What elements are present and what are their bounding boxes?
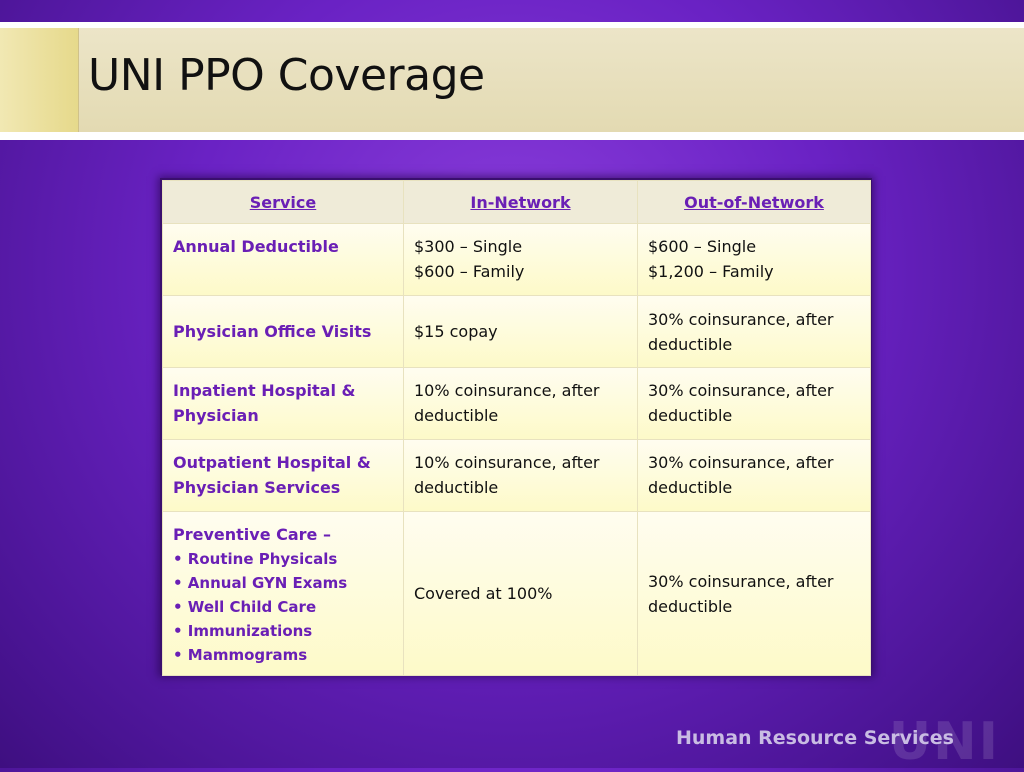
table-row: Outpatient Hospital & Physician Services… [162,439,871,512]
out-network-cell: 30% coinsurance, after deductible [637,511,871,676]
preventive-care-item: • Routine Physicals [173,550,338,568]
in-network-cell: $300 – Single $600 – Family [403,223,638,296]
out-network-cell: $600 – Single $1,200 – Family [637,223,871,296]
header-service: Service [162,180,404,224]
in-network-line: $300 – Single [414,237,523,256]
in-network-cell: $15 copay [403,295,638,368]
title-panel: UNI PPO Coverage [0,28,1024,132]
service-cell: Outpatient Hospital & Physician Services [162,439,404,512]
footer-department: Human Resource Services [675,727,954,749]
slide-title: UNI PPO Coverage [88,50,485,101]
preventive-care-item: • Mammograms [173,646,308,664]
uni-watermark-logo: UNI [888,712,1000,772]
table-row: Physician Office Visits $15 copay 30% co… [162,295,871,368]
preventive-care-item: • Immunizations [173,622,313,640]
preventive-care-item: • Well Child Care [173,598,317,616]
out-network-cell: 30% coinsurance, after deductible [637,439,871,512]
preventive-care-heading: Preventive Care – [173,525,331,544]
in-network-cell: 10% coinsurance, after deductible [403,439,638,512]
table-row: Inpatient Hospital & Physician 10% coins… [162,367,871,440]
coverage-table: Service In-Network Out-of-Network Annual… [162,180,871,676]
preventive-care-item: • Annual GYN Exams [173,574,348,592]
out-network-cell: 30% coinsurance, after deductible [637,367,871,440]
service-cell: Physician Office Visits [162,295,404,368]
in-network-line: $600 – Family [414,262,525,281]
service-cell: Annual Deductible [162,223,404,296]
table-row: Annual Deductible $300 – Single $600 – F… [162,223,871,296]
table-row: Preventive Care – • Routine Physicals • … [162,511,871,676]
service-cell: Preventive Care – • Routine Physicals • … [162,511,404,676]
out-network-line: $600 – Single [648,237,757,256]
coverage-table-container: Service In-Network Out-of-Network Annual… [160,178,872,676]
in-network-cell: 10% coinsurance, after deductible [403,367,638,440]
header-in-network: In-Network [403,180,638,224]
title-bar: UNI PPO Coverage [0,22,1024,140]
table-header-row: Service In-Network Out-of-Network [162,180,871,224]
out-network-line: $1,200 – Family [648,262,774,281]
out-network-cell: 30% coinsurance, after deductible [637,295,871,368]
service-cell: Inpatient Hospital & Physician [162,367,404,440]
header-out-of-network: Out-of-Network [637,180,871,224]
title-accent-block [0,28,79,132]
in-network-cell: Covered at 100% [403,511,638,676]
